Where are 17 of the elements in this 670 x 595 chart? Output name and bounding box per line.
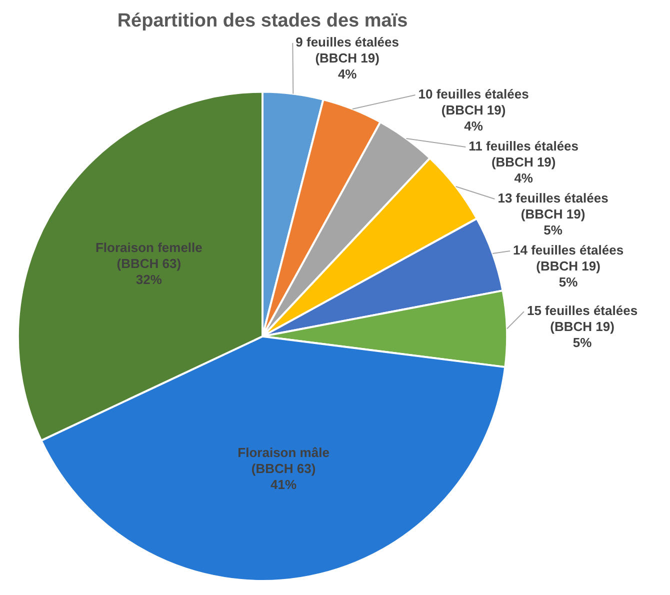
data-label: 5%	[544, 222, 563, 238]
data-label: 5%	[572, 335, 592, 350]
data-label: 4%	[514, 170, 534, 186]
slice-label: 10 feuilles étalées (BBCH 19)	[418, 86, 529, 118]
slice-label: 9 feuilles étalées (BBCH 19)	[296, 34, 400, 66]
slice-label: Floraison femelle (BBCH 63)	[95, 240, 202, 271]
slice-label: 15 feuilles étalées (BBCH 19)	[526, 303, 638, 334]
slice-label: 14 feuilles étalées (BBCH 19)	[513, 242, 624, 274]
slice-label: 11 feuilles étalées (BBCH 19)	[468, 138, 579, 170]
slice-label: 13 feuilles étalées (BBCH 19)	[498, 190, 608, 222]
data-label: 4%	[464, 118, 484, 134]
chart-title: Répartition des stades des maïs	[117, 10, 408, 32]
data-label: 4%	[338, 66, 358, 82]
data-label: 5%	[558, 274, 578, 290]
slice-label: Floraison mâle (BBCH 63)	[238, 444, 330, 476]
data-label: 41%	[270, 476, 297, 492]
data-label: 32%	[136, 272, 162, 287]
